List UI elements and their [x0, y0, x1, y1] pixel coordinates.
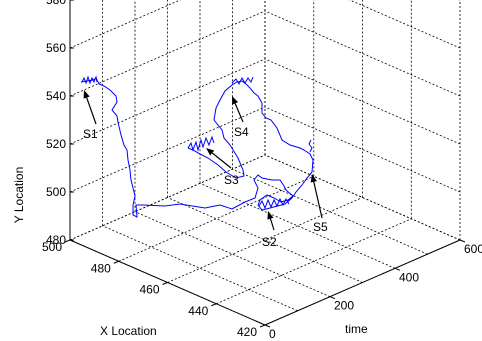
y-tick-label: 520: [46, 137, 66, 151]
annotation-label: S4: [234, 125, 249, 139]
annotation-arrow-head: [267, 211, 274, 220]
grid-line: [167, 197, 363, 283]
y-tick-label: 480: [46, 233, 66, 247]
x-tick-mark: [113, 260, 119, 264]
time-tick-label: 600: [464, 242, 482, 256]
annotation-arrow-head: [83, 90, 90, 99]
x-tick-mark: [64, 239, 71, 243]
grid-line: [264, 10, 461, 97]
time-tick-mark: [394, 267, 401, 271]
x-tick-label: 440: [188, 304, 208, 318]
grid-line: [102, 225, 298, 312]
annotation-label: S1: [83, 127, 98, 141]
grid-line: [264, 58, 461, 145]
annotation-arrow-shaft: [86, 97, 97, 125]
grid-line: [264, 106, 461, 193]
grid-line: [118, 175, 314, 262]
annotation-arrow-head: [232, 96, 239, 105]
grid-line: [167, 197, 363, 283]
y-axis-label: Y Location: [12, 167, 26, 224]
time-tick-mark: [329, 296, 336, 300]
annotation-label: S5: [313, 220, 328, 234]
x-tick-label: 480: [91, 261, 111, 275]
axes-box: [64, 0, 466, 328]
grid-line: [69, 106, 266, 193]
grid-line: [264, 154, 461, 241]
x-tick-mark: [211, 303, 217, 307]
time-tick-label: 0: [269, 327, 276, 341]
annotation-layer: S1 S2 S3 S4 S5: [83, 90, 328, 249]
grid-line: [69, 154, 266, 241]
grid-line: [69, 10, 266, 97]
time-axis-label: time: [345, 322, 368, 336]
grid-line: [69, 58, 266, 145]
x-tick-label: 460: [139, 283, 159, 297]
grid-line: [134, 211, 331, 298]
time-tick-mark: [459, 239, 466, 243]
y-tick-label: 500: [46, 185, 66, 199]
time-tick-mark: [264, 324, 271, 328]
annotation-label: S3: [224, 173, 239, 187]
annotation-label: S2: [262, 235, 277, 249]
grid-line: [199, 182, 396, 269]
x-tick-mark: [259, 324, 266, 328]
x-tick-label: 420: [237, 325, 257, 339]
y-tick-label: 560: [46, 41, 66, 55]
annotation-arrow-head: [310, 174, 317, 183]
annotation-arrow-shaft: [211, 152, 232, 169]
x-tick-mark: [162, 282, 168, 285]
time-axis-line: [264, 239, 461, 326]
y-tick-label: 580: [46, 0, 66, 7]
x-axis-label: X Location: [100, 324, 157, 338]
x-tick-label: 500: [42, 240, 62, 254]
annotation-arrow-shaft: [234, 103, 244, 123]
trajectory-jitter: [81, 75, 313, 210]
tick-labels: 4805005205405605804204404604805000200400…: [42, 0, 482, 341]
time-tick-label: 200: [334, 299, 354, 313]
annotation-arrow-shaft: [313, 181, 323, 219]
y-tick-label: 540: [46, 89, 66, 103]
trajectory-line: [80, 77, 314, 218]
trajectory-layer: [80, 75, 314, 218]
grid-line: [232, 168, 428, 255]
time-tick-label: 400: [399, 270, 419, 284]
annotation-arrow-head: [206, 148, 215, 156]
annotation-arrow-shaft: [269, 218, 275, 231]
